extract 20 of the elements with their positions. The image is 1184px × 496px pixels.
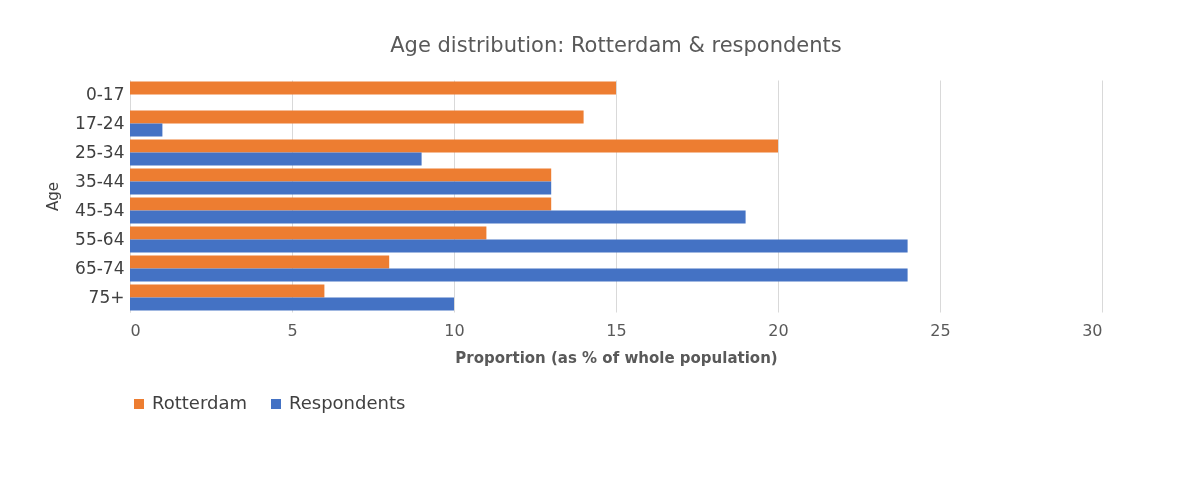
legend-label: Rotterdam <box>152 392 247 413</box>
y-tick-label: 45-54 <box>75 199 125 220</box>
x-tick-label: 5 <box>287 320 298 340</box>
y-tick-label: 65-74 <box>75 257 125 278</box>
y-tick-label: 75+ <box>88 286 125 307</box>
x-tick-label: 15 <box>606 320 627 340</box>
x-tick-label: 10 <box>444 320 465 340</box>
y-tick-label: 17-24 <box>75 112 125 133</box>
y-axis-title: Age <box>44 181 63 212</box>
x-tick-label: 30 <box>1082 320 1103 340</box>
y-tick-label: 55-64 <box>75 228 125 249</box>
x-tick-label: 20 <box>768 320 789 340</box>
y-tick-label: 35-44 <box>75 170 125 191</box>
x-tick-label: 0 <box>130 320 141 340</box>
y-tick-label: 25-34 <box>75 141 125 162</box>
x-axis-title: Proportion (as % of whole population) <box>455 348 778 367</box>
legend-label: Respondents <box>289 392 406 413</box>
x-tick-label: 25 <box>930 320 951 340</box>
y-tick-label: 0-17 <box>85 83 125 104</box>
chart-title: Age distribution: Rotterdam & respondents <box>390 33 842 57</box>
